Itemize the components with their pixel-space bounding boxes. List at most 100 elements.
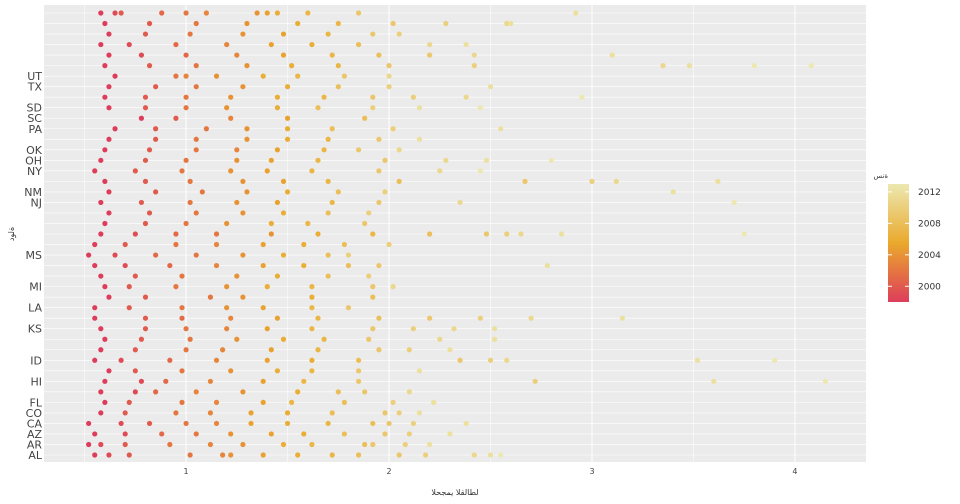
x-tick-labels: 1 2 3 4 <box>184 467 798 476</box>
data-point <box>153 252 159 258</box>
data-point <box>224 326 230 332</box>
data-point <box>305 220 311 227</box>
data-point <box>532 378 538 384</box>
data-point <box>329 410 335 416</box>
data-point <box>106 52 112 58</box>
y-tick-label: FL <box>30 396 43 409</box>
data-point <box>268 431 274 437</box>
data-point <box>341 399 347 405</box>
data-point <box>370 105 376 111</box>
data-point <box>410 420 416 427</box>
data-point <box>382 189 388 195</box>
data-point <box>106 84 112 90</box>
y-tick-label: PA <box>29 123 43 136</box>
data-point <box>528 315 534 321</box>
data-point <box>234 52 240 58</box>
data-point <box>179 168 185 174</box>
data-point <box>106 368 112 374</box>
data-point <box>106 105 112 111</box>
data-point <box>183 420 189 427</box>
data-point <box>390 20 396 27</box>
data-point <box>808 63 814 69</box>
data-point <box>213 420 220 427</box>
data-point <box>106 210 112 216</box>
data-point <box>325 273 331 279</box>
data-point <box>193 210 199 216</box>
data-point <box>193 431 199 437</box>
data-point <box>280 252 287 258</box>
data-point <box>410 94 416 100</box>
data-point <box>132 347 138 353</box>
data-point <box>138 52 145 58</box>
data-point <box>183 52 189 58</box>
data-point <box>142 326 149 332</box>
data-point <box>224 105 230 111</box>
data-point <box>220 347 226 353</box>
data-point <box>376 347 382 353</box>
data-point <box>92 452 98 458</box>
data-point <box>106 31 112 37</box>
data-point <box>325 31 331 37</box>
data-point <box>396 31 402 37</box>
data-point <box>376 168 382 174</box>
data-point <box>268 220 274 227</box>
data-point <box>126 284 132 290</box>
data-point <box>183 105 189 111</box>
data-point <box>382 431 388 437</box>
data-point <box>396 410 402 416</box>
data-point <box>264 284 270 290</box>
data-point <box>284 136 291 142</box>
data-point <box>301 262 307 269</box>
data-point <box>102 284 108 290</box>
data-point <box>234 147 240 153</box>
data-point <box>329 52 335 58</box>
data-point <box>355 368 362 374</box>
data-point <box>92 305 98 311</box>
data-point <box>619 315 626 321</box>
data-point <box>183 347 189 353</box>
data-point <box>126 452 132 458</box>
data-point <box>315 231 321 237</box>
data-point <box>345 305 352 311</box>
data-point <box>193 147 199 153</box>
data-point <box>355 452 362 458</box>
data-point <box>558 231 565 237</box>
y-tick-label: MI <box>29 281 42 294</box>
data-point <box>295 20 301 27</box>
data-point <box>193 84 199 90</box>
data-point <box>240 441 246 448</box>
data-point <box>122 441 128 448</box>
data-point <box>173 231 179 237</box>
data-point <box>142 94 149 100</box>
y-tick-label: AZ <box>27 428 43 441</box>
data-point <box>390 284 396 290</box>
data-point <box>329 452 335 458</box>
data-point <box>427 315 433 321</box>
data-point <box>370 284 376 290</box>
data-point <box>341 431 347 437</box>
data-point <box>244 136 250 142</box>
data-point <box>274 94 281 100</box>
data-point <box>325 420 331 427</box>
data-point <box>92 168 98 174</box>
data-point <box>122 262 128 269</box>
data-point <box>240 252 246 258</box>
data-point <box>213 399 220 405</box>
data-point <box>106 136 112 142</box>
data-point <box>280 178 287 184</box>
data-point <box>102 399 108 405</box>
data-point <box>518 231 524 237</box>
data-point <box>416 105 423 111</box>
data-point <box>260 452 266 458</box>
data-point <box>544 262 550 269</box>
data-point <box>309 168 315 174</box>
data-point <box>138 378 145 384</box>
data-point <box>187 199 193 206</box>
data-point <box>234 273 240 279</box>
data-point <box>284 84 291 90</box>
data-point <box>386 73 392 79</box>
data-point <box>280 52 287 58</box>
data-point <box>487 452 494 458</box>
data-point <box>264 10 270 16</box>
